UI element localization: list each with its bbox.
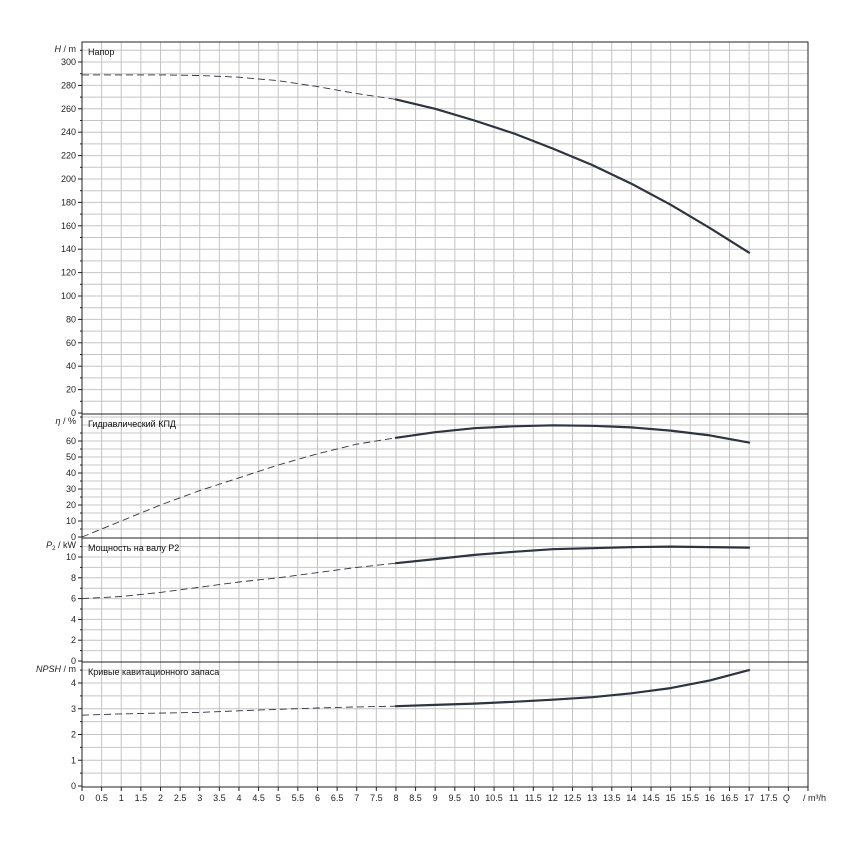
y-tick-label: 120: [61, 268, 76, 278]
x-tick-label: 2: [158, 793, 163, 803]
x-axis-q-label: Q: [783, 793, 790, 803]
grid: [81, 42, 809, 787]
y-tick-label: 10: [66, 516, 76, 526]
curve-solid-segment: [394, 669, 751, 708]
x-tick-label: 10: [469, 793, 479, 803]
y-tick-label: 4: [71, 678, 76, 688]
x-tick-label: 8: [393, 793, 398, 803]
x-tick-label: 9.5: [449, 793, 462, 803]
y-tick-label: 20: [66, 500, 76, 510]
curves: [81, 74, 751, 716]
y-tick-label: 4: [71, 614, 76, 624]
curve-solid-segment: [394, 545, 751, 565]
x-tick-label: 7.5: [370, 793, 383, 803]
y-tick-label: 0: [71, 532, 76, 542]
x-tick-label: 11: [509, 793, 518, 803]
x-tick-label: 3.5: [213, 793, 226, 803]
y-tick-label: 260: [61, 104, 76, 114]
labels: 0204060801001201401601802002202402602803…: [36, 44, 826, 803]
x-tick-label: 16.5: [721, 793, 739, 803]
x-tick-label: 17: [744, 793, 754, 803]
x-tick-label: 7: [354, 793, 359, 803]
x-tick-label: 12: [548, 793, 558, 803]
y-tick-label: 180: [61, 197, 76, 207]
x-tick-label: 11.5: [525, 793, 542, 803]
x-tick-label: 13.5: [603, 793, 621, 803]
x-tick-label: 15: [666, 793, 676, 803]
y-tick-label: 3: [71, 704, 76, 714]
panel-title: Кривые кавитационного запаса: [88, 667, 219, 677]
x-tick-label: 12.5: [564, 793, 582, 803]
y-tick-label: 160: [61, 221, 76, 231]
x-tick-label: 16: [705, 793, 715, 803]
curve-solid-segment: [394, 98, 751, 254]
x-tick-label: 17.5: [760, 793, 778, 803]
y-tick-label: 0: [71, 408, 76, 418]
y-tick-label: 10: [66, 552, 76, 562]
x-tick-label: 3: [197, 793, 202, 803]
y-tick-label: 50: [66, 452, 76, 462]
x-tick-label: 8.5: [409, 793, 422, 803]
curve-solid-segment: [394, 424, 751, 444]
curve-dashed-segment: [81, 562, 396, 600]
panel-title: Гидравлический КПД: [88, 419, 176, 429]
x-tick-label: 5.5: [292, 793, 305, 803]
panel-frame: [81, 41, 809, 415]
y-tick-label: 2: [71, 635, 76, 645]
x-tick-label: 13: [587, 793, 597, 803]
x-tick-label: 4: [236, 793, 241, 803]
y-tick-label: 200: [61, 174, 76, 184]
x-tick-label: 14.5: [642, 793, 660, 803]
curve-dashed-segment: [81, 437, 396, 538]
x-tick-label: 4.5: [252, 793, 265, 803]
y-tick-label: 60: [66, 338, 76, 348]
y-tick-label: 280: [61, 80, 76, 90]
y-axis-label: η / %: [55, 416, 76, 426]
y-tick-label: 0: [71, 781, 76, 791]
frames: [78, 41, 809, 791]
y-tick-label: 0: [71, 656, 76, 666]
y-tick-label: 60: [66, 436, 76, 446]
x-tick-label: 6.5: [331, 793, 344, 803]
y-tick-label: 140: [61, 244, 76, 254]
y-tick-label: 8: [71, 573, 76, 583]
y-tick-label: 80: [66, 314, 76, 324]
x-tick-label: 1: [119, 793, 124, 803]
y-tick-label: 40: [66, 468, 76, 478]
panel-frame: [81, 661, 809, 788]
x-tick-label: 2.5: [174, 793, 187, 803]
curve-dashed-segment: [82, 74, 396, 100]
x-tick-label: 9: [433, 793, 438, 803]
y-tick-label: 40: [66, 361, 76, 371]
y-tick-label: 100: [61, 291, 76, 301]
y-tick-label: 2: [71, 730, 76, 740]
panel-title: Мощность на валу P2: [88, 543, 179, 553]
x-axis-unit-label: / m³/h: [803, 793, 826, 803]
x-tick-label: 15.5: [682, 793, 700, 803]
y-tick-label: 240: [61, 127, 76, 137]
x-tick-label: 0.5: [95, 793, 108, 803]
x-tick-label: 14: [626, 793, 636, 803]
y-axis-label: H / m: [55, 44, 77, 54]
y-axis-label: NPSH / m: [36, 664, 76, 674]
x-tick-label: 5: [276, 793, 281, 803]
curve-dashed-segment: [81, 705, 396, 716]
x-tick-label: 0: [79, 793, 84, 803]
y-tick-label: 30: [66, 484, 76, 494]
x-tick-label: 1.5: [135, 793, 148, 803]
y-tick-label: 220: [61, 151, 76, 161]
y-axis-label: P2 / kW: [46, 540, 76, 552]
y-tick-label: 6: [71, 594, 76, 604]
y-tick-label: 1: [71, 755, 76, 765]
y-tick-label: 20: [66, 385, 76, 395]
x-tick-label: 6: [315, 793, 320, 803]
y-tick-label: 300: [61, 57, 76, 67]
x-tick-label: 10.5: [485, 793, 503, 803]
panel-title: Напор: [88, 47, 114, 57]
